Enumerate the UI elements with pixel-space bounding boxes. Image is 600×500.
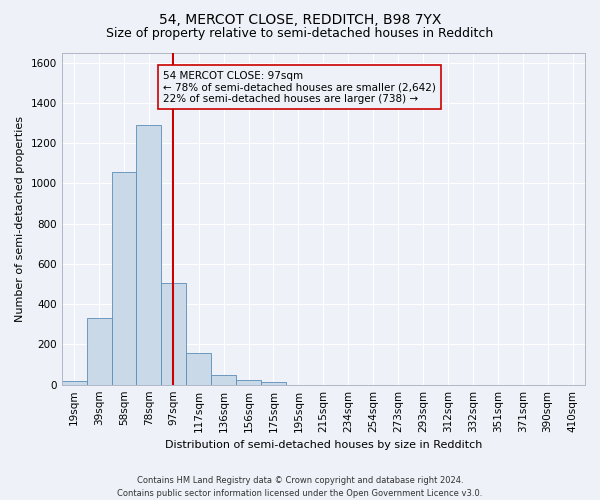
Bar bbox=[62, 381, 86, 384]
Bar bbox=[261, 382, 286, 384]
Bar bbox=[161, 283, 186, 384]
X-axis label: Distribution of semi-detached houses by size in Redditch: Distribution of semi-detached houses by … bbox=[164, 440, 482, 450]
Bar bbox=[236, 380, 261, 384]
Bar bbox=[112, 172, 136, 384]
Y-axis label: Number of semi-detached properties: Number of semi-detached properties bbox=[15, 116, 25, 322]
Text: 54 MERCOT CLOSE: 97sqm
← 78% of semi-detached houses are smaller (2,642)
22% of : 54 MERCOT CLOSE: 97sqm ← 78% of semi-det… bbox=[163, 70, 436, 104]
Text: Size of property relative to semi-detached houses in Redditch: Size of property relative to semi-detach… bbox=[106, 28, 494, 40]
Text: Contains HM Land Registry data © Crown copyright and database right 2024.
Contai: Contains HM Land Registry data © Crown c… bbox=[118, 476, 482, 498]
Bar bbox=[186, 354, 211, 384]
Bar bbox=[136, 125, 161, 384]
Bar bbox=[86, 318, 112, 384]
Bar bbox=[211, 375, 236, 384]
Text: 54, MERCOT CLOSE, REDDITCH, B98 7YX: 54, MERCOT CLOSE, REDDITCH, B98 7YX bbox=[159, 12, 441, 26]
